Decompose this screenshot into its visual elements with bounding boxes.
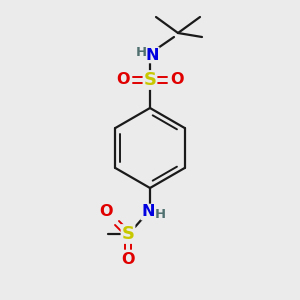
Text: N: N [141, 205, 155, 220]
Text: S: S [122, 225, 134, 243]
Text: O: O [116, 73, 130, 88]
Text: N: N [145, 47, 159, 62]
Text: S: S [143, 71, 157, 89]
Text: O: O [99, 205, 113, 220]
Text: O: O [170, 73, 184, 88]
Text: O: O [121, 251, 135, 266]
Text: H: H [135, 46, 147, 59]
Text: H: H [154, 208, 166, 221]
